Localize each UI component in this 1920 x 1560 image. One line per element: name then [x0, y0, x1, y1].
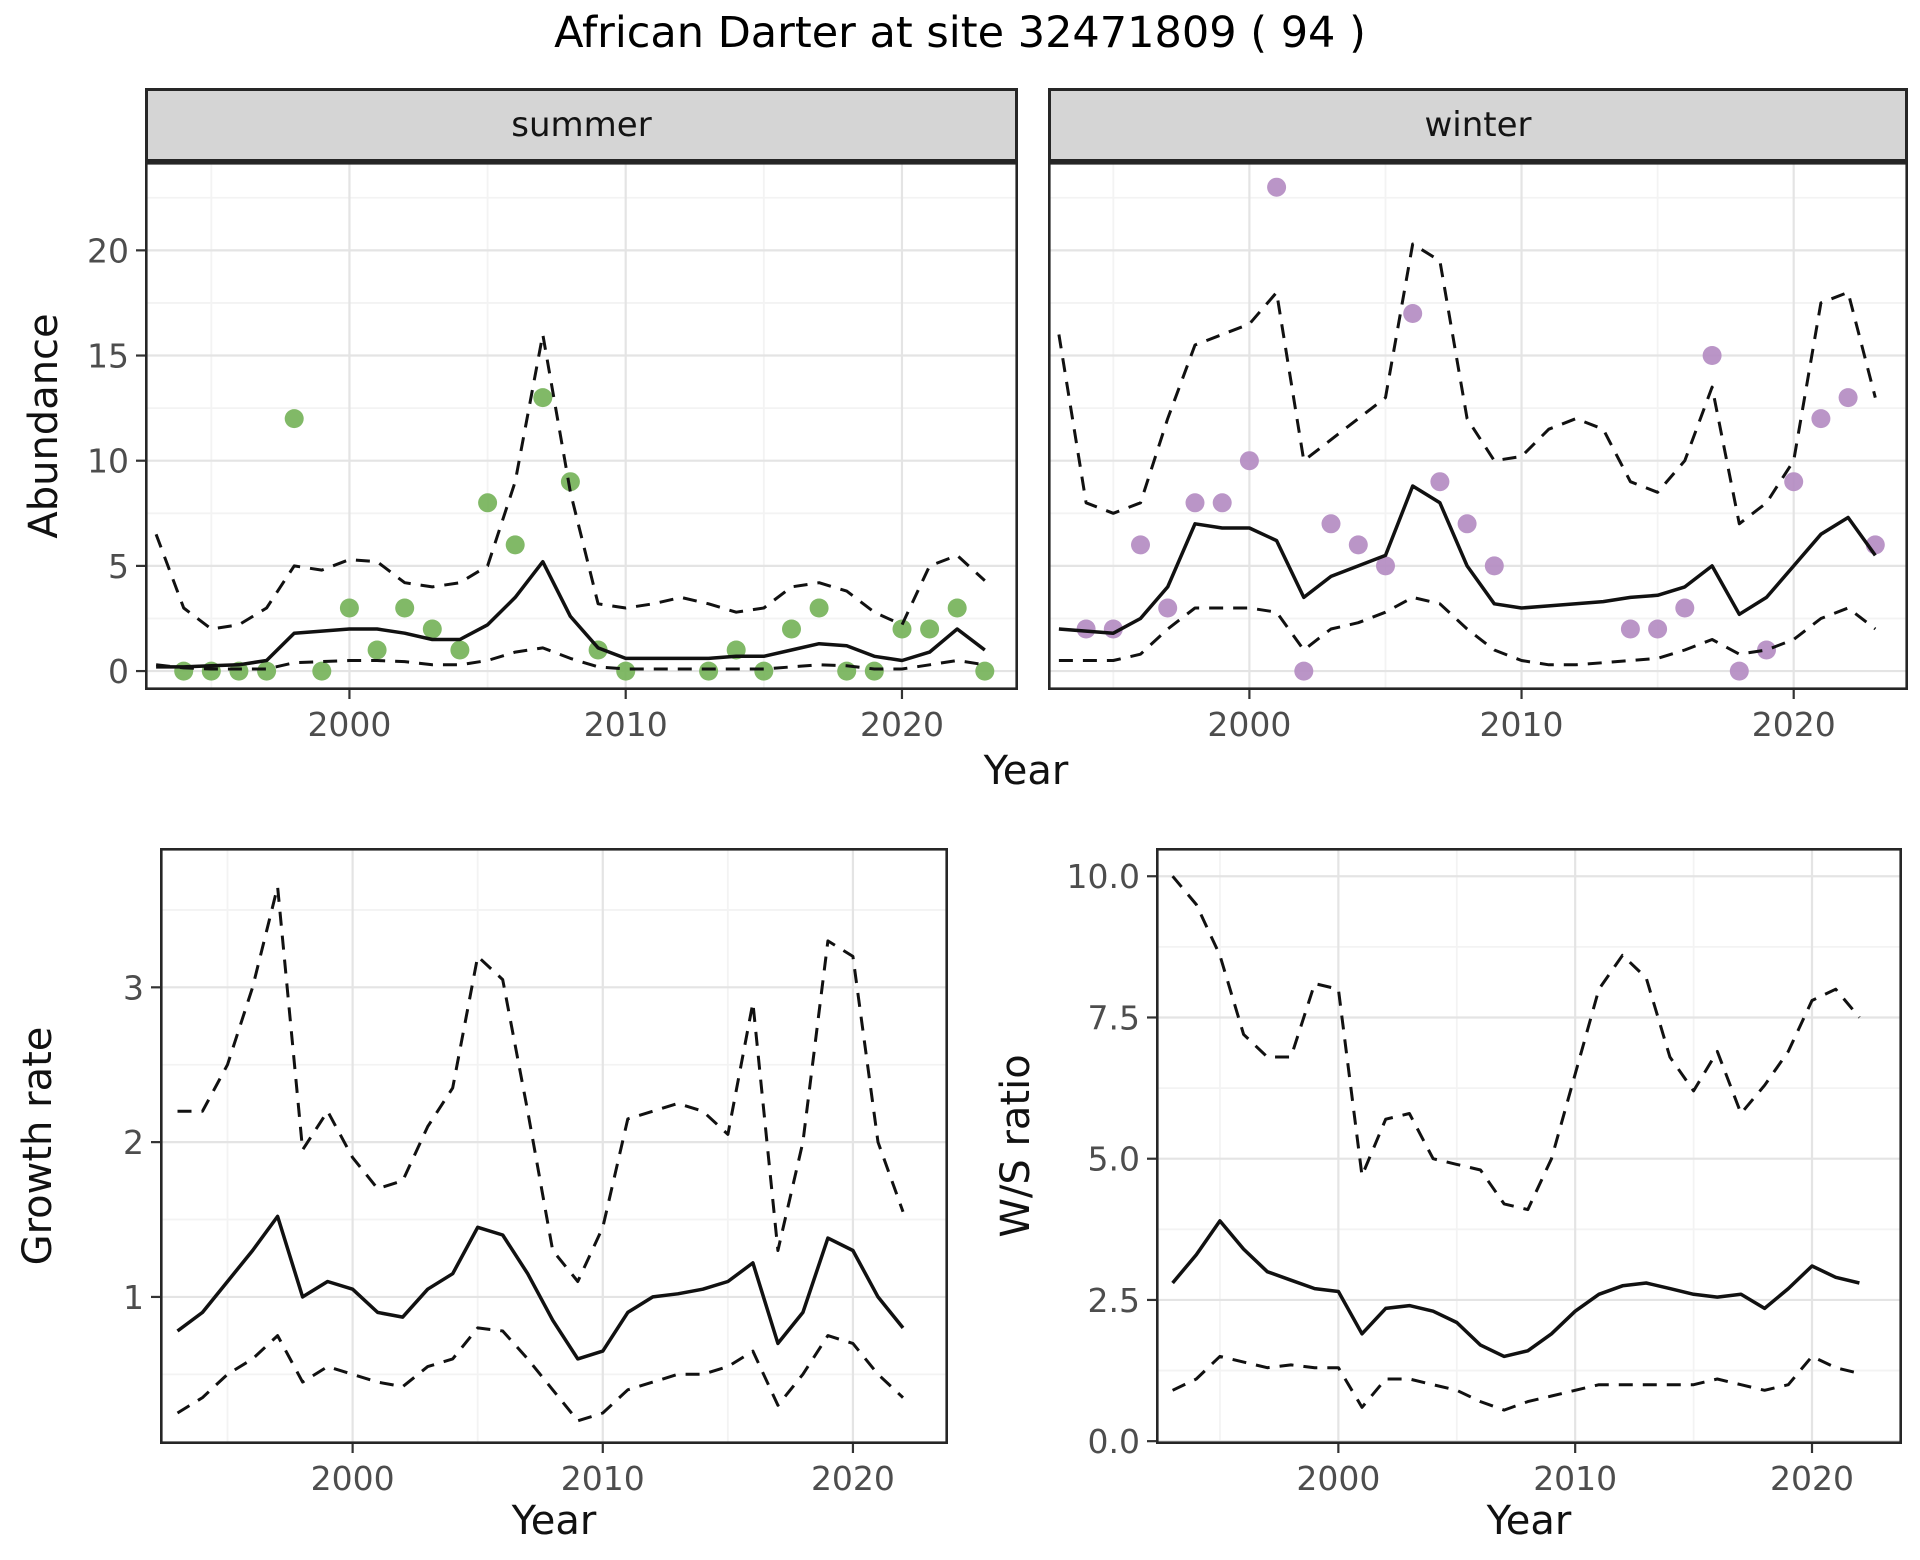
svg-text:2000: 2000 — [307, 705, 391, 744]
svg-text:2.5: 2.5 — [1088, 1281, 1140, 1320]
svg-text:2020: 2020 — [1770, 1459, 1854, 1498]
ws-ratio-chart: 2000 2010 2020 0.0 2.5 5.0 7.5 10.0 — [1067, 848, 1902, 1498]
svg-text:1: 1 — [123, 1278, 144, 1317]
svg-text:7.5: 7.5 — [1088, 998, 1140, 1037]
svg-text:5.0: 5.0 — [1088, 1140, 1140, 1179]
svg-text:2010: 2010 — [584, 705, 668, 744]
svg-text:2020: 2020 — [811, 1459, 895, 1498]
facet-strip-winter: winter — [1048, 88, 1908, 162]
svg-text:2000: 2000 — [311, 1459, 395, 1498]
svg-text:10: 10 — [87, 442, 129, 481]
growth-rate-chart: 2000 2010 2020 1 2 3 — [123, 848, 948, 1498]
svg-text:2000: 2000 — [1296, 1459, 1380, 1498]
svg-text:2020: 2020 — [860, 705, 944, 744]
svg-text:3: 3 — [123, 968, 144, 1007]
svg-text:0.0: 0.0 — [1088, 1422, 1140, 1461]
svg-text:5: 5 — [108, 547, 129, 586]
svg-text:15: 15 — [87, 337, 129, 376]
svg-text:2010: 2010 — [1480, 705, 1564, 744]
svg-text:2010: 2010 — [1533, 1459, 1617, 1498]
svg-text:0: 0 — [108, 652, 129, 691]
svg-text:2000: 2000 — [1207, 705, 1291, 744]
abundance-axis-label: Abundance — [21, 313, 67, 539]
svg-text:10.0: 10.0 — [1067, 857, 1140, 896]
figure-title: African Darter at site 32471809 ( 94 ) — [554, 8, 1366, 58]
svg-text:2010: 2010 — [561, 1459, 645, 1498]
winter-abundance-chart: 2000 2010 2020 — [1048, 162, 1908, 744]
top-year-axis-label: Year — [983, 748, 1069, 794]
growth-rate-axis-label: Growth rate — [15, 1026, 61, 1266]
facet-strip-summer: summer — [145, 88, 1018, 162]
svg-text:2: 2 — [123, 1123, 144, 1162]
svg-text:20: 20 — [87, 231, 129, 270]
ws-year-axis-label: Year — [1486, 1498, 1572, 1544]
ws-ratio-axis-label: W/S ratio — [993, 1054, 1039, 1238]
growth-year-axis-label: Year — [511, 1498, 597, 1544]
svg-text:2020: 2020 — [1752, 705, 1836, 744]
summer-abundance-chart: 2000 2010 2020 0 5 10 15 20 — [87, 162, 1018, 744]
